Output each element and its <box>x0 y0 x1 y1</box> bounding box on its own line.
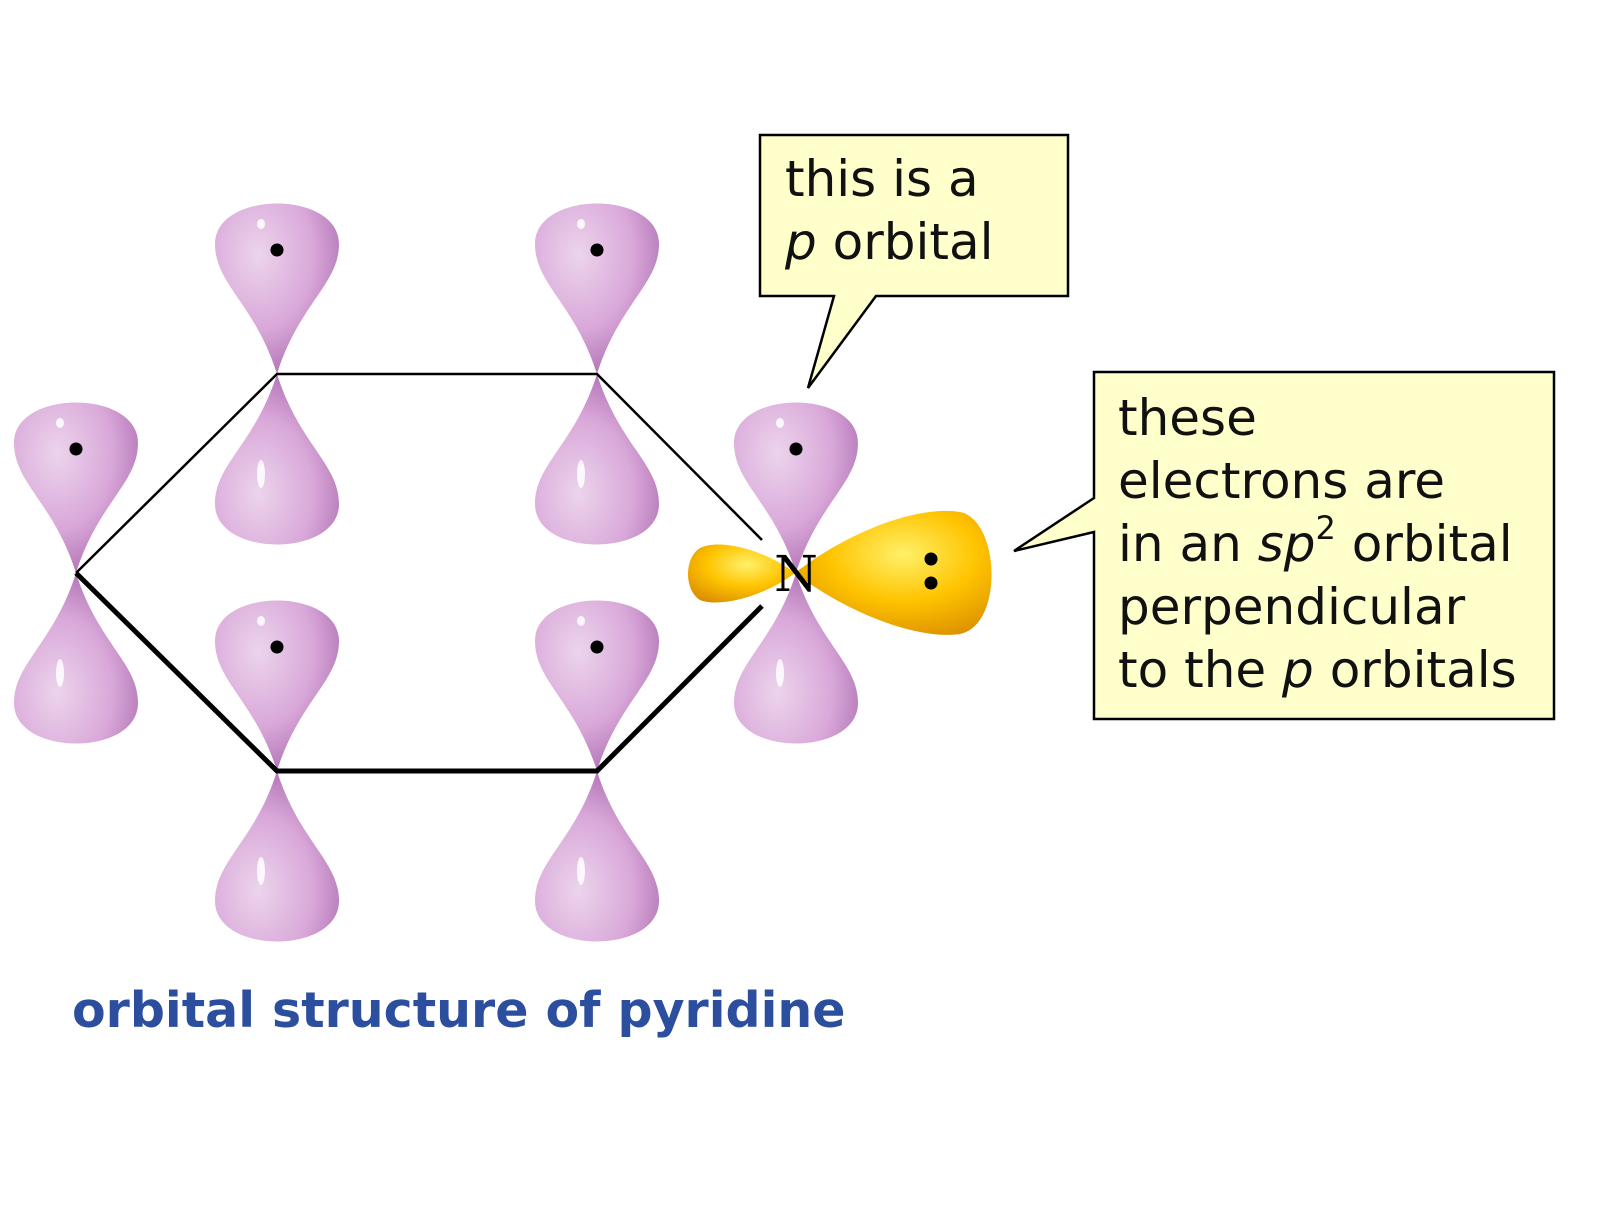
sp2-orbital-small-lobe <box>688 544 795 603</box>
electron-dot-c-bottom-right <box>590 640 604 654</box>
p-orbital-nitrogen-upper-highlight <box>776 418 784 428</box>
callout-sp2-line1: these <box>1118 389 1257 447</box>
electron-dot-c-bottom-left <box>270 640 284 654</box>
electron-dot-c-top-left <box>270 243 284 257</box>
p-orbital-c-top-right-upper-lobe <box>535 203 659 374</box>
callout-sp2-text: these electrons are in an sp2 orbital pe… <box>1118 387 1517 702</box>
lone-pair-electron-1 <box>924 552 938 566</box>
callout-sp2 <box>1013 370 1556 721</box>
p-orbital-nitrogen-lower-lobe <box>734 573 858 744</box>
callout-sp2-line3-italic: sp <box>1257 515 1316 573</box>
callout-p-line1: this is a <box>785 150 979 208</box>
p-orbitals <box>14 203 858 942</box>
p-orbital-c-left-lower-highlight <box>56 659 64 687</box>
nitrogen-label: N <box>774 545 818 603</box>
callout-p-italic: p <box>785 213 817 271</box>
diagram-caption: orbital structure of pyridine <box>72 982 846 1039</box>
electron-dot-c-left <box>69 442 83 456</box>
callout-sp2-line3: in an sp2 orbital <box>1118 512 1517 576</box>
p-orbital-c-bottom-right-upper-lobe <box>535 600 659 771</box>
ring-bond-lower <box>74 571 764 774</box>
p-orbital-c-top-left-lower-highlight <box>257 460 265 488</box>
sp2-orbital-large-lobe <box>795 510 992 635</box>
electron-dot-nitrogen <box>789 442 803 456</box>
callout-sp2-line3-post: orbital <box>1335 515 1513 573</box>
p-orbital-c-bottom-right-upper-highlight <box>577 616 585 626</box>
callout-sp2-line3-pre: in an <box>1118 515 1258 573</box>
lone-pair-electron-2 <box>924 576 938 590</box>
ring-bond-upper <box>75 372 763 574</box>
p-orbital-c-top-left-upper-lobe <box>215 203 339 374</box>
callout-sp2-line2: electrons are <box>1118 452 1446 510</box>
p-orbital-c-left-lower-lobe <box>14 573 138 744</box>
p-orbital-c-bottom-right-lower-lobe <box>535 771 659 942</box>
p-orbital-nitrogen-lower-highlight <box>776 659 784 687</box>
callout-sp2-line5-post: orbitals <box>1313 641 1517 699</box>
p-orbital-c-bottom-left-lower-lobe <box>215 771 339 942</box>
p-orbital-c-left-upper-highlight <box>56 418 64 428</box>
callout-p-orbital <box>758 133 1070 389</box>
callout-sp2-line5-italic: p <box>1282 641 1314 699</box>
p-orbital-c-left-upper-lobe <box>14 402 138 573</box>
callout-p-orbital-text: this is a p orbital <box>785 148 994 274</box>
p-orbital-c-top-left-upper-highlight <box>257 219 265 229</box>
callout-sp2-line5-pre: to the <box>1118 641 1283 699</box>
p-orbital-c-top-right-lower-lobe <box>535 374 659 545</box>
p-orbital-c-top-left-lower-lobe <box>215 374 339 545</box>
p-orbital-c-bottom-left-lower-highlight <box>257 857 265 885</box>
callout-sp2-superscript: 2 <box>1315 509 1336 547</box>
callout-p-line2: p orbital <box>785 211 994 274</box>
callout-sp2-line4: perpendicular <box>1118 578 1466 636</box>
sp2-orbital <box>688 510 992 635</box>
p-orbital-c-top-right-lower-highlight <box>577 460 585 488</box>
pyridine-ring <box>74 372 764 774</box>
callout-p-orbital-bubble <box>758 133 1070 389</box>
p-orbital-c-bottom-left-upper-lobe <box>215 600 339 771</box>
callout-p-rest: orbital <box>816 213 994 271</box>
p-orbital-c-top-right-upper-highlight <box>577 219 585 229</box>
p-orbital-c-bottom-left-upper-highlight <box>257 616 265 626</box>
p-orbital-nitrogen-upper-lobe <box>734 402 858 573</box>
callout-sp2-line5: to the p orbitals <box>1118 639 1517 702</box>
p-orbital-c-bottom-right-lower-highlight <box>577 857 585 885</box>
callout-sp2-bubble <box>1013 370 1556 721</box>
electron-dot-c-top-right <box>590 243 604 257</box>
